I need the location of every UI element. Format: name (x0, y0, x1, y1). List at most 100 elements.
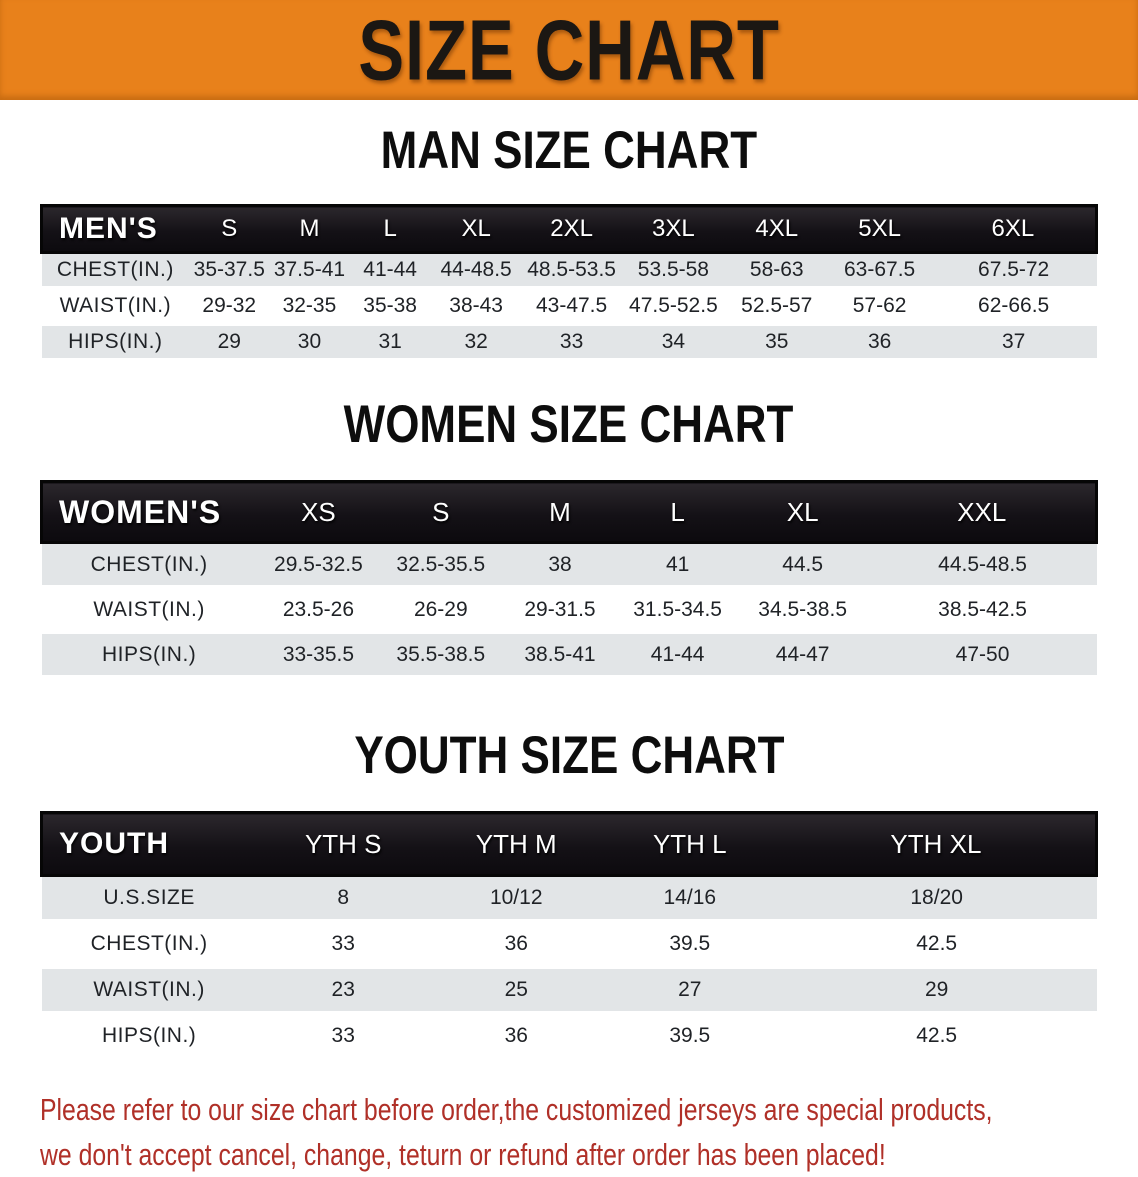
size-column-header: 2XL (521, 204, 622, 254)
size-column-header: L (349, 204, 431, 254)
measurement-row: HIPS(IN.) 33-35.5 35.5-38.5 38.5-41 41-44 44-… (41, 632, 1097, 679)
size-header-row: MEN'S S M L XL 2XL 3XL 4XL 5XL 6XL (40, 204, 1098, 254)
size-value: 47.5-52.5 (621, 288, 726, 326)
table-header-label: WOMEN'S (39, 480, 257, 544)
size-column-header: S (380, 480, 502, 544)
row-label: HIPS(IN.) (41, 324, 190, 362)
size-value: 35 (725, 324, 829, 362)
size-column-header: 5XL (828, 204, 931, 254)
size-value: 31 (349, 324, 431, 362)
measurement-row: WAIST(IN.) 23.5-26 26-29 29-31.5 31.5-34.5 34… (41, 587, 1097, 634)
size-value: 14/16 (602, 874, 777, 923)
size-value: 37.5-41 (269, 251, 350, 290)
banner: SIZE CHART (0, 0, 1138, 100)
size-value: 33 (256, 921, 430, 969)
disclaimer: Please refer to our size chart before or… (40, 1087, 1138, 1177)
size-value: 44-48.5 (430, 251, 522, 290)
size-value: 42.5 (776, 1013, 1097, 1061)
size-value: 53.5-58 (621, 251, 726, 290)
size-column-header: 4XL (725, 204, 829, 254)
size-value: 41-44 (618, 632, 737, 679)
size-value: 23.5-26 (256, 587, 381, 634)
size-value: 32 (430, 324, 522, 362)
row-label: U.S.SIZE (41, 874, 257, 923)
size-value: 38.5-41 (501, 632, 619, 679)
size-column-header: 3XL (621, 204, 726, 254)
size-value: 44-47 (736, 632, 869, 679)
size-value: 52.5-57 (725, 288, 829, 326)
size-value: 39.5 (602, 921, 777, 969)
size-value: 34.5-38.5 (736, 587, 869, 634)
row-label: WAIST(IN.) (41, 587, 257, 634)
measurement-row: WAIST(IN.) 29-32 32-35 35-38 38-43 43-47.5 47.… (41, 288, 1097, 326)
size-column-header: M (501, 480, 619, 544)
size-value: 42.5 (776, 921, 1097, 969)
measurement-row: CHEST(IN.) 33 36 39.5 42.5 (41, 921, 1097, 969)
size-value: 58-63 (725, 251, 829, 290)
size-value: 29 (776, 967, 1097, 1015)
row-label: CHEST(IN.) (41, 541, 257, 589)
man-section-title: MAN SIZE CHART (380, 120, 758, 180)
size-value: 33-35.5 (256, 632, 381, 679)
size-value: 26-29 (380, 587, 502, 634)
measurement-row: WAIST(IN.) 23 25 27 29 (41, 967, 1097, 1015)
youth-section-title: YOUTH SIZE CHART (353, 725, 785, 785)
size-value: 38 (501, 541, 619, 589)
size-column-header: L (618, 480, 737, 544)
size-header-row: WOMEN'S XS S M L XL XXL (39, 480, 1098, 544)
size-value: 44.5 (736, 541, 869, 589)
man-size-chart-section: MAN SIZE CHART MEN'S S M L XL 2XL 3XL 4XL 5XL 6XL… (0, 120, 1138, 362)
size-value: 10/12 (429, 874, 603, 923)
size-column-header: YTH XL (776, 811, 1098, 877)
youth-size-chart-section: YOUTH SIZE CHART YOUTH YTH S YTH M YTH L YTH… (0, 725, 1138, 1061)
size-header-row: YOUTH YTH S YTH M YTH L YTH XL (39, 811, 1098, 877)
row-label: CHEST(IN.) (41, 921, 257, 969)
size-column-header: S (189, 204, 270, 254)
size-value: 8 (256, 874, 430, 923)
size-value: 39.5 (602, 1013, 777, 1061)
size-value: 32.5-35.5 (380, 541, 502, 589)
size-value: 48.5-53.5 (521, 251, 622, 290)
size-value: 30 (269, 324, 350, 362)
row-label: WAIST(IN.) (41, 967, 257, 1015)
size-value: 36 (828, 324, 931, 362)
size-column-header: YTH S (256, 811, 430, 877)
size-value: 23 (256, 967, 430, 1015)
measurement-row: U.S.SIZE 8 10/12 14/16 18/20 (41, 874, 1097, 923)
size-value: 35-37.5 (189, 251, 270, 290)
size-value: 29 (189, 324, 270, 362)
size-value: 47-50 (868, 632, 1097, 679)
women-size-table: WOMEN'S XS S M L XL XXL CHEST(IN.) 29.5-32.5 32.… (39, 480, 1098, 679)
row-label: HIPS(IN.) (41, 1013, 257, 1061)
size-column-header: M (269, 204, 350, 254)
size-value: 36 (429, 1013, 603, 1061)
man-size-table: MEN'S S M L XL 2XL 3XL 4XL 5XL 6XL CHEST(IN.) 35-3… (40, 204, 1098, 362)
size-column-header: XS (256, 480, 381, 544)
measurement-row: CHEST(IN.) 35-37.5 37.5-41 41-44 44-48.5 48.5… (41, 251, 1097, 290)
table-header-label: MEN'S (40, 204, 190, 254)
size-value: 32-35 (269, 288, 350, 326)
size-column-header: 6XL (930, 204, 1098, 254)
disclaimer-line-2: we don't accept cancel, change, teturn o… (40, 1137, 886, 1172)
row-label: WAIST(IN.) (41, 288, 190, 326)
size-column-header: XL (736, 480, 869, 544)
size-value: 38-43 (430, 288, 522, 326)
size-value: 36 (429, 921, 603, 969)
page-title: SIZE CHART (358, 1, 780, 98)
size-value: 29.5-32.5 (256, 541, 381, 589)
size-value: 25 (429, 967, 603, 1015)
size-value: 35-38 (349, 288, 431, 326)
size-value: 57-62 (828, 288, 931, 326)
size-value: 29-32 (189, 288, 270, 326)
size-value: 37 (930, 324, 1097, 362)
row-label: CHEST(IN.) (41, 251, 190, 290)
women-size-chart-section: WOMEN SIZE CHART WOMEN'S XS S M L XL XXL CHEST… (0, 397, 1138, 679)
size-value: 34 (621, 324, 726, 362)
size-value: 67.5-72 (930, 251, 1097, 290)
size-value: 38.5-42.5 (868, 587, 1097, 634)
size-value: 29-31.5 (501, 587, 619, 634)
size-value: 63-67.5 (828, 251, 931, 290)
size-value: 41-44 (349, 251, 431, 290)
size-column-header: YTH M (429, 811, 603, 877)
